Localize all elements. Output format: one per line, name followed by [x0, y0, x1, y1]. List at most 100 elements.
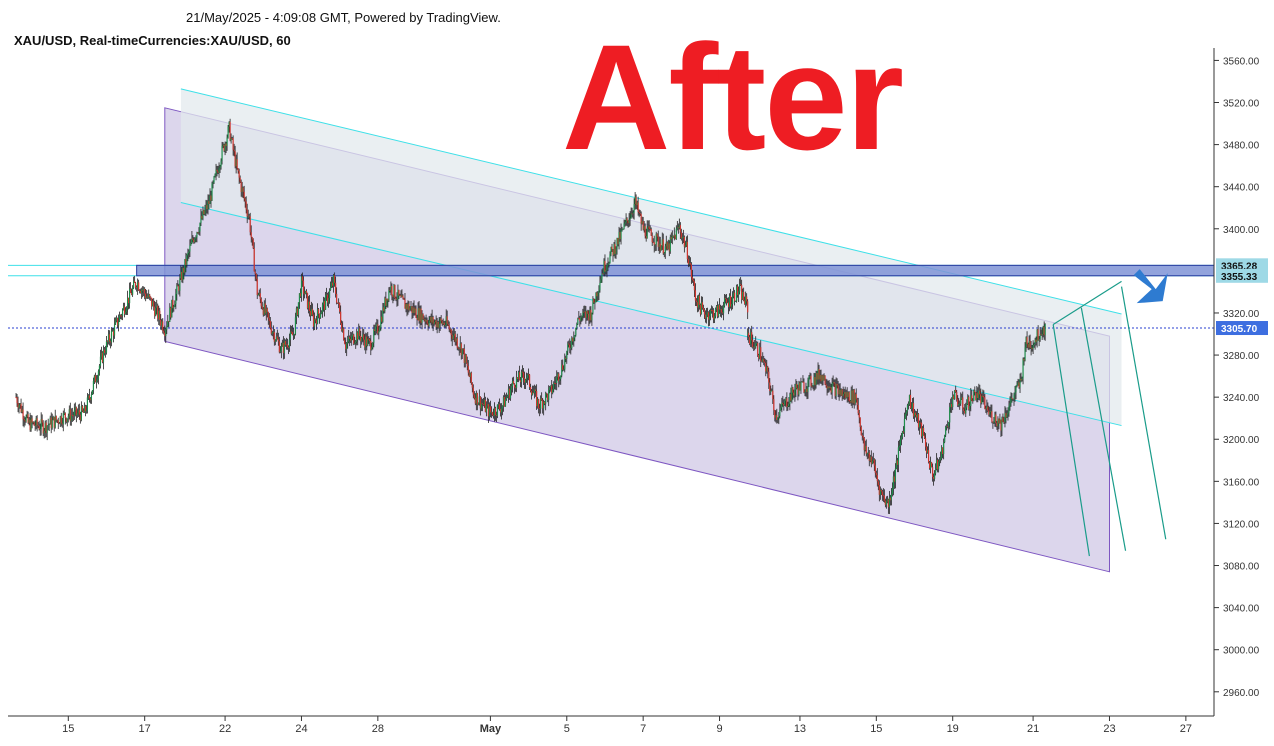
candle-body — [470, 372, 472, 384]
candle-body — [685, 241, 687, 246]
candle — [650, 227, 652, 237]
candle — [830, 383, 832, 395]
candle-body — [382, 307, 384, 322]
candle — [554, 376, 556, 390]
candle — [381, 310, 383, 325]
candles — [15, 118, 1046, 515]
candle-body — [38, 426, 40, 430]
candle — [327, 291, 330, 308]
candle-body — [275, 336, 277, 341]
candle-body — [837, 385, 839, 395]
candle-body — [49, 417, 51, 425]
candle-body — [649, 229, 651, 230]
candle-body — [836, 383, 838, 386]
candle — [254, 269, 256, 281]
candle-body — [793, 392, 795, 396]
candle — [184, 258, 186, 275]
candle-body — [955, 390, 957, 393]
candle — [873, 458, 875, 471]
candle-body — [534, 389, 536, 393]
candle-body — [1007, 412, 1009, 415]
candle-body — [694, 290, 697, 301]
candle — [519, 376, 522, 388]
candle-body — [297, 302, 300, 316]
candle — [810, 373, 812, 391]
candle — [542, 398, 544, 414]
candle-body — [798, 382, 800, 395]
candle — [276, 329, 278, 340]
candle — [192, 235, 194, 243]
candle — [532, 385, 534, 396]
candle-body — [483, 399, 485, 405]
candle — [924, 433, 927, 451]
candle-body — [594, 302, 596, 304]
candle — [503, 392, 506, 407]
candle-body — [468, 372, 470, 377]
candle-body — [968, 396, 970, 410]
candle — [947, 420, 949, 429]
candle — [77, 404, 79, 417]
candle-body — [718, 305, 721, 310]
candle-body — [589, 309, 591, 321]
candle-body — [1026, 337, 1028, 345]
candle — [148, 289, 150, 299]
candle — [938, 459, 940, 473]
candle — [617, 237, 619, 247]
candle — [27, 411, 29, 424]
y-tick-label: 3320.00 — [1223, 309, 1260, 320]
candle-body — [642, 221, 644, 230]
candle — [78, 403, 80, 420]
candle — [840, 388, 842, 396]
candle-body — [819, 375, 821, 380]
candle-body — [607, 264, 609, 266]
candle — [279, 346, 281, 354]
candle — [379, 325, 381, 332]
candle-body — [858, 413, 860, 418]
candle-body — [27, 414, 29, 423]
candle — [888, 490, 890, 515]
candle-body — [369, 339, 371, 341]
candle — [477, 402, 479, 406]
candle-body — [1001, 417, 1003, 431]
candle — [90, 391, 93, 404]
candle-body — [577, 318, 579, 325]
candle — [820, 369, 822, 384]
candle-body — [657, 236, 659, 247]
candle-body — [446, 316, 448, 324]
candle-body — [665, 242, 667, 247]
candle-body — [963, 408, 965, 411]
candle-body — [116, 318, 119, 326]
candle-body — [473, 394, 475, 398]
candle — [733, 287, 735, 299]
candle-body — [155, 307, 157, 316]
candle-body — [712, 310, 715, 320]
candle-body — [192, 238, 194, 240]
candle — [337, 302, 339, 304]
candle — [591, 312, 593, 326]
candle-body — [992, 421, 994, 423]
candle-body — [58, 423, 60, 425]
candle — [568, 340, 570, 348]
candle-body — [485, 405, 487, 412]
candle — [147, 293, 149, 300]
candle — [1025, 336, 1027, 352]
candle-body — [738, 291, 740, 296]
candle — [729, 288, 732, 309]
candle — [973, 389, 975, 402]
candle-body — [36, 418, 38, 426]
candle-body — [455, 338, 457, 342]
candle — [208, 194, 210, 210]
candle — [251, 236, 253, 246]
candle — [629, 211, 631, 226]
candle — [773, 395, 775, 416]
candle-body — [340, 311, 342, 323]
candle — [298, 293, 301, 309]
candle-body — [669, 237, 671, 252]
candle-body — [574, 335, 576, 338]
candle-body — [178, 286, 180, 291]
candle — [660, 245, 662, 251]
candle-body — [467, 365, 469, 373]
candle-body — [958, 403, 960, 406]
candle — [232, 135, 234, 156]
